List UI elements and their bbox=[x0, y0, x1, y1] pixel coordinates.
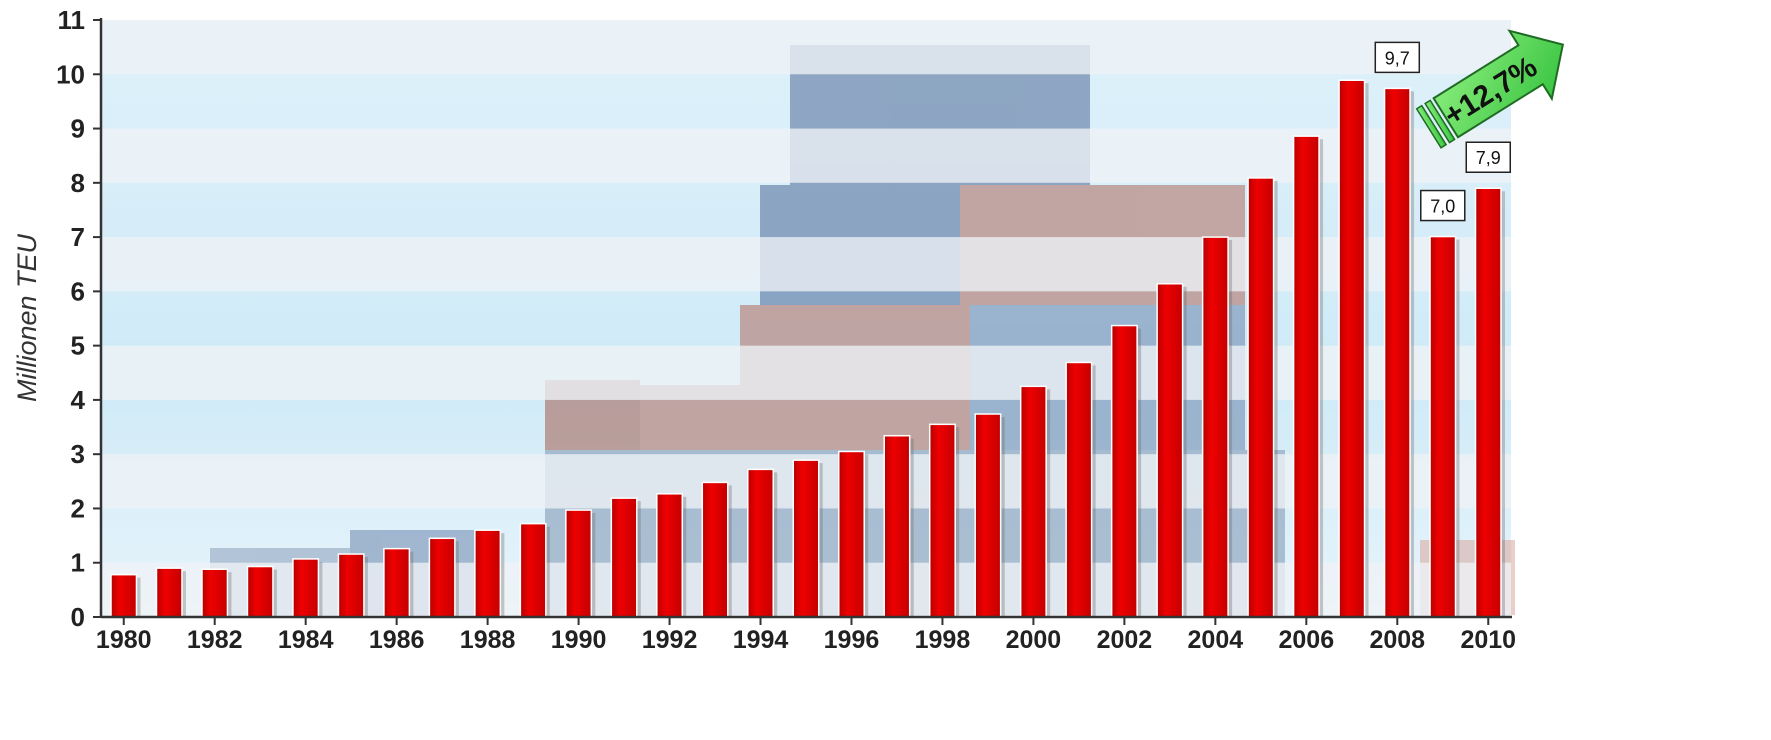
y-tick-label: 8 bbox=[71, 168, 85, 198]
data-label-box bbox=[1420, 189, 1466, 222]
data-labels: 9,7 7,0 7,9 bbox=[1374, 41, 1512, 222]
bar-1997 bbox=[883, 434, 911, 618]
bar-1991 bbox=[610, 497, 638, 618]
x-tick-label: 1988 bbox=[460, 626, 516, 654]
y-axis-ticks: 0 1 2 3 4 5 6 7 8 9 10 11 bbox=[56, 5, 101, 632]
x-tick-label: 2002 bbox=[1097, 626, 1153, 654]
bar-1982 bbox=[201, 568, 229, 618]
bar-2006 bbox=[1292, 135, 1320, 618]
growth-arrow-icon bbox=[1432, 29, 1565, 139]
x-tick-label: 1986 bbox=[369, 626, 425, 654]
bar-2003 bbox=[1156, 283, 1184, 618]
x-tick-label: 1994 bbox=[733, 626, 789, 654]
y-tick-label: 5 bbox=[71, 331, 85, 361]
bar-1981 bbox=[155, 567, 183, 618]
grid-band bbox=[101, 345, 1511, 400]
y-tick-label: 9 bbox=[71, 114, 85, 144]
bar-2000 bbox=[1019, 385, 1047, 618]
bar-1986 bbox=[383, 547, 411, 618]
y-tick-label: 10 bbox=[56, 59, 85, 89]
y-tick-label: 11 bbox=[58, 5, 86, 35]
y-tick-label: 6 bbox=[71, 276, 85, 306]
x-tick-label: 1982 bbox=[187, 626, 243, 654]
growth-arrow-stripe bbox=[1424, 99, 1456, 144]
y-tick-label: 7 bbox=[71, 222, 85, 252]
x-tick-label: 2010 bbox=[1460, 626, 1516, 654]
bar-1989 bbox=[519, 522, 547, 618]
y-tick-label: 1 bbox=[71, 548, 85, 578]
data-label-2008: 9,7 bbox=[1385, 48, 1410, 68]
y-tick-label: 4 bbox=[71, 385, 86, 415]
data-label-2009: 7,0 bbox=[1430, 197, 1455, 217]
y-tick-label: 3 bbox=[71, 439, 85, 469]
x-tick-label: 1998 bbox=[915, 626, 971, 654]
bar-1985 bbox=[337, 553, 365, 618]
grid-band bbox=[101, 237, 1511, 292]
bar-1992 bbox=[656, 493, 684, 618]
bar-2007 bbox=[1338, 79, 1366, 618]
bar-1993 bbox=[701, 481, 729, 618]
y-axis-label: Millionen TEU bbox=[12, 233, 42, 402]
x-tick-label: 1990 bbox=[551, 626, 607, 654]
bar-2010 bbox=[1474, 187, 1502, 618]
growth-arrow-stripe bbox=[1415, 104, 1448, 149]
bar-1990 bbox=[565, 509, 593, 618]
bar-1988 bbox=[474, 529, 502, 618]
bar-1987 bbox=[428, 537, 456, 618]
bar-1998 bbox=[928, 423, 956, 618]
x-tick-label: 1992 bbox=[642, 626, 698, 654]
x-tick-label: 2004 bbox=[1188, 626, 1244, 654]
data-label-2010: 7,9 bbox=[1476, 148, 1501, 168]
x-tick-label: 2008 bbox=[1369, 626, 1425, 654]
bar-1984 bbox=[292, 558, 320, 618]
bar-2001 bbox=[1065, 361, 1093, 618]
bar-1999 bbox=[974, 413, 1002, 618]
bar-2005 bbox=[1247, 177, 1275, 618]
x-tick-label: 2006 bbox=[1279, 626, 1335, 654]
x-axis-ticks: 1980 1982 1984 1986 1988 1990 1992 1994 1996 1998… bbox=[96, 617, 1516, 654]
x-tick-label: 1984 bbox=[278, 626, 334, 654]
bar-2002 bbox=[1110, 324, 1138, 618]
grid-band bbox=[101, 20, 1511, 75]
bar-1994 bbox=[747, 468, 775, 618]
y-tick-label: 0 bbox=[71, 602, 85, 632]
bar-1980 bbox=[110, 573, 138, 618]
y-tick-label: 2 bbox=[71, 493, 85, 523]
bar-1995 bbox=[792, 459, 820, 618]
bar-2008 bbox=[1383, 87, 1411, 618]
bar-2009 bbox=[1429, 235, 1457, 618]
grid-band bbox=[101, 128, 1511, 183]
bar-2004 bbox=[1201, 236, 1229, 618]
data-label-box bbox=[1465, 141, 1512, 173]
bars bbox=[110, 79, 1505, 618]
data-label-box bbox=[1374, 41, 1421, 74]
x-tick-label: 2000 bbox=[1006, 626, 1062, 654]
bar-1983 bbox=[246, 565, 274, 618]
bar-1996 bbox=[837, 450, 865, 618]
x-tick-label: 1980 bbox=[96, 626, 152, 654]
x-tick-label: 1996 bbox=[824, 626, 880, 654]
